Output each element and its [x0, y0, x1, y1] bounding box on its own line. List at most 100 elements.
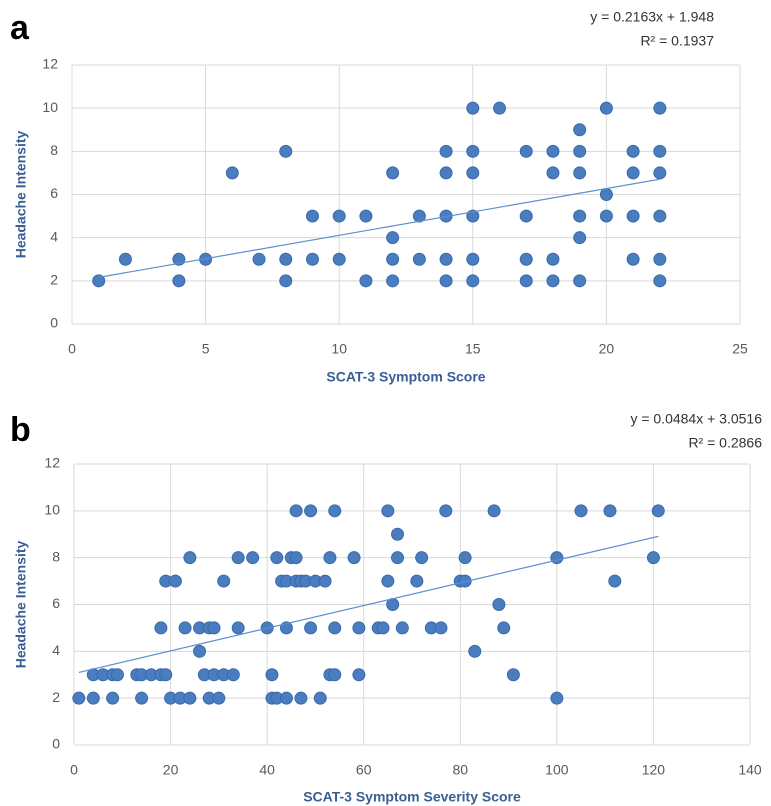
point — [329, 505, 341, 517]
point — [377, 622, 389, 634]
point — [392, 528, 404, 540]
point — [169, 575, 181, 587]
point — [498, 622, 510, 634]
point — [627, 253, 639, 265]
point — [247, 552, 259, 564]
point — [184, 692, 196, 704]
x-axis-title: SCAT-3 Symptom Score — [326, 369, 485, 385]
point — [305, 622, 317, 634]
point — [520, 253, 532, 265]
point — [440, 253, 452, 265]
y-tick-label: 4 — [50, 228, 58, 244]
y-tick-label: 6 — [52, 595, 60, 611]
x-tick-label: 100 — [545, 762, 569, 778]
point — [87, 692, 99, 704]
x-tick-label: 60 — [356, 762, 372, 778]
x-tick-label: 40 — [259, 762, 275, 778]
point — [574, 124, 586, 136]
x-axis-title: SCAT-3 Symptom Severity Score — [303, 789, 521, 805]
r-squared: R² = 0.1937 — [640, 33, 714, 49]
r-squared: R² = 0.2866 — [688, 435, 762, 451]
point — [173, 275, 185, 287]
point — [647, 552, 659, 564]
point — [392, 552, 404, 564]
point — [295, 692, 307, 704]
point — [574, 275, 586, 287]
point — [387, 167, 399, 179]
x-tick-label: 15 — [465, 341, 481, 357]
point — [324, 552, 336, 564]
x-tick-label: 80 — [452, 762, 468, 778]
point — [111, 669, 123, 681]
y-axis-title: Headache Intensity — [13, 130, 29, 258]
point — [329, 669, 341, 681]
point — [413, 253, 425, 265]
point — [600, 189, 612, 201]
point — [329, 622, 341, 634]
chart: 0246810120510152025ay = 0.2163x + 1.948R… — [0, 0, 771, 806]
point — [136, 692, 148, 704]
point — [387, 275, 399, 287]
point — [353, 669, 365, 681]
y-tick-label: 10 — [42, 99, 58, 115]
point — [314, 692, 326, 704]
y-tick-label: 4 — [52, 642, 60, 658]
point — [654, 210, 666, 222]
point — [575, 505, 587, 517]
point — [551, 692, 563, 704]
point — [493, 599, 505, 611]
point — [654, 102, 666, 114]
point — [213, 692, 225, 704]
x-tick-label: 140 — [738, 762, 762, 778]
point — [520, 145, 532, 157]
point — [227, 669, 239, 681]
x-tick-label: 10 — [331, 341, 347, 357]
point — [654, 275, 666, 287]
point — [654, 253, 666, 265]
point — [360, 210, 372, 222]
point — [353, 622, 365, 634]
point — [218, 575, 230, 587]
x-tick-label: 0 — [68, 341, 76, 357]
y-tick-label: 10 — [44, 502, 60, 518]
point — [547, 253, 559, 265]
point — [469, 645, 481, 657]
y-tick-label: 0 — [52, 736, 60, 752]
point — [290, 505, 302, 517]
point — [382, 505, 394, 517]
point — [547, 275, 559, 287]
point — [654, 167, 666, 179]
point — [226, 167, 238, 179]
point — [396, 622, 408, 634]
point — [600, 102, 612, 114]
point — [488, 505, 500, 517]
y-axis-title: Headache Intensity — [13, 540, 29, 668]
equation: y = 0.2163x + 1.948 — [590, 9, 714, 25]
point — [416, 552, 428, 564]
point — [305, 505, 317, 517]
point — [627, 145, 639, 157]
point — [574, 167, 586, 179]
point — [382, 575, 394, 587]
point — [179, 622, 191, 634]
point — [627, 167, 639, 179]
point — [184, 552, 196, 564]
point — [194, 645, 206, 657]
point — [232, 552, 244, 564]
panel-label: b — [10, 411, 31, 449]
point — [627, 210, 639, 222]
equation: y = 0.0484x + 3.0516 — [630, 411, 762, 427]
point — [467, 275, 479, 287]
point — [600, 210, 612, 222]
point — [574, 232, 586, 244]
point — [440, 275, 452, 287]
x-tick-label: 120 — [642, 762, 666, 778]
point — [271, 552, 283, 564]
point — [387, 253, 399, 265]
point — [208, 622, 220, 634]
point — [440, 145, 452, 157]
point — [435, 622, 447, 634]
point — [547, 145, 559, 157]
x-tick-label: 20 — [163, 762, 179, 778]
point — [333, 253, 345, 265]
